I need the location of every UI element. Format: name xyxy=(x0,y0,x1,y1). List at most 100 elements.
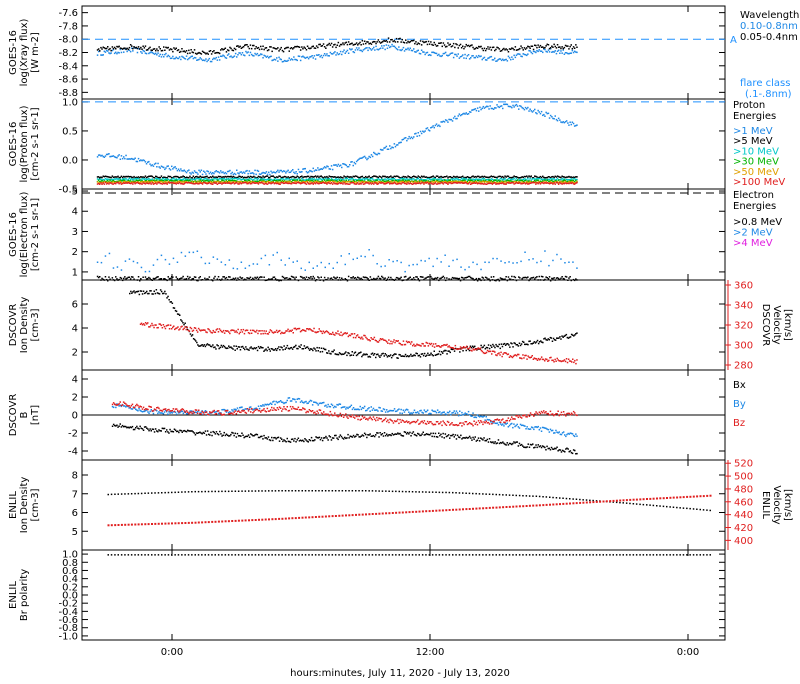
data-point xyxy=(313,168,315,170)
data-point xyxy=(165,293,167,295)
data-point xyxy=(504,343,506,345)
data-point xyxy=(484,178,486,180)
data-point xyxy=(299,328,301,330)
data-point xyxy=(225,48,227,50)
data-point xyxy=(549,117,551,119)
data-point xyxy=(297,179,299,181)
data-point xyxy=(484,57,486,59)
data-point xyxy=(201,344,203,346)
data-point xyxy=(405,39,407,41)
data-point xyxy=(475,57,477,59)
data-point xyxy=(405,137,407,139)
data-point xyxy=(179,315,181,317)
data-point xyxy=(400,262,402,264)
data-point xyxy=(353,259,355,261)
data-point xyxy=(235,277,237,279)
data-point xyxy=(474,346,476,348)
data-point xyxy=(322,333,324,335)
data-point xyxy=(460,346,462,348)
data-point xyxy=(230,434,232,436)
data-point xyxy=(325,55,327,57)
data-point xyxy=(412,138,414,140)
data-point xyxy=(404,356,406,358)
data-point xyxy=(375,357,377,359)
data-point xyxy=(218,434,220,436)
data-point xyxy=(227,347,229,349)
data-point xyxy=(537,51,539,53)
data-point xyxy=(315,58,317,60)
data-point xyxy=(162,327,164,329)
data-point xyxy=(421,133,423,135)
data-point xyxy=(379,153,381,155)
data-point xyxy=(188,50,190,52)
data-point xyxy=(239,46,241,48)
data-point xyxy=(152,182,154,184)
data-point xyxy=(145,45,147,47)
data-point xyxy=(544,116,546,118)
data-point xyxy=(519,54,521,56)
data-point xyxy=(442,55,444,57)
data-point xyxy=(118,154,120,156)
data-point xyxy=(293,332,295,334)
data-point xyxy=(249,333,251,335)
data-point xyxy=(452,260,454,262)
data-point xyxy=(166,297,168,299)
data-point xyxy=(576,332,578,334)
data-point xyxy=(414,355,416,357)
y-tick-label-xray: -7.6 xyxy=(58,8,78,19)
data-point xyxy=(464,46,466,48)
data-point xyxy=(471,44,473,46)
data-point xyxy=(204,330,206,332)
data-point xyxy=(343,49,345,51)
data-point xyxy=(196,330,198,332)
data-point xyxy=(447,121,449,123)
data-point xyxy=(163,167,165,169)
data-point xyxy=(98,48,100,50)
data-point xyxy=(502,346,504,348)
data-point xyxy=(500,352,502,354)
data-point xyxy=(305,48,307,50)
data-point xyxy=(250,52,252,54)
y-tick-label-dscovr_b: 0 xyxy=(72,411,78,422)
data-point xyxy=(205,346,207,348)
data-point xyxy=(505,183,507,185)
data-point xyxy=(157,431,159,433)
data-point xyxy=(176,168,178,170)
data-point xyxy=(470,57,472,59)
data-point xyxy=(420,177,422,179)
data-point xyxy=(472,278,474,280)
data-point xyxy=(137,161,139,163)
data-point xyxy=(150,183,152,185)
data-point xyxy=(217,328,219,330)
data-point xyxy=(389,145,391,147)
data-point xyxy=(326,183,328,185)
data-point xyxy=(132,426,134,428)
data-point xyxy=(434,127,436,128)
data-point xyxy=(271,51,273,53)
data-point xyxy=(536,341,538,343)
data-point xyxy=(573,123,575,125)
data-point xyxy=(388,182,390,184)
data-point xyxy=(105,276,107,278)
data-point xyxy=(156,166,158,168)
data-point xyxy=(551,337,553,339)
data-point xyxy=(559,53,561,55)
data-point xyxy=(179,328,181,330)
data-point xyxy=(277,170,279,172)
data-point xyxy=(486,48,488,50)
data-point xyxy=(392,261,394,263)
data-point xyxy=(576,181,578,183)
data-point xyxy=(276,57,278,59)
data-point xyxy=(557,182,559,184)
data-point xyxy=(268,172,270,174)
ylabel-dscovr_b: B xyxy=(19,411,30,418)
data-point xyxy=(434,42,436,44)
data-point xyxy=(284,171,286,173)
data-point xyxy=(257,350,259,352)
ylabel-dscovr_b: [nT] xyxy=(30,405,41,425)
data-point xyxy=(186,329,188,331)
data-point xyxy=(380,266,382,268)
data-point xyxy=(209,173,211,175)
data-point xyxy=(168,276,170,278)
